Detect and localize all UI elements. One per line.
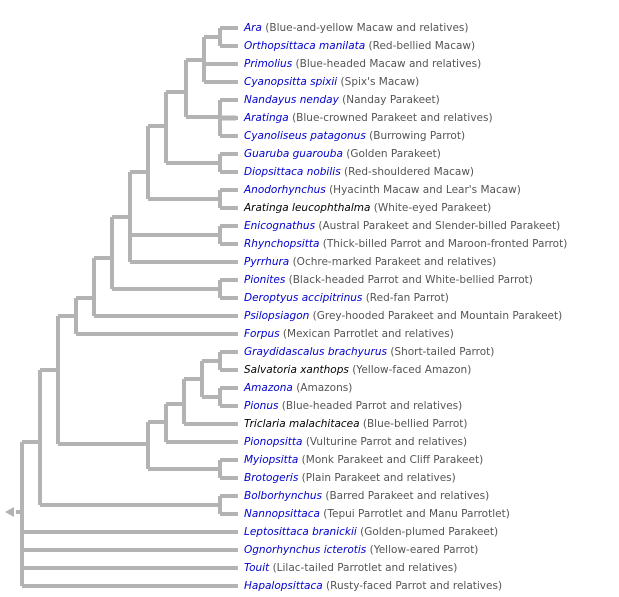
common-name: (Vulturine Parrot and relatives) (302, 436, 468, 448)
leaf-label: Amazona (Amazons) (244, 379, 352, 397)
common-name: (Austral Parakeet and Slender-billed Par… (315, 220, 561, 232)
taxon-name: Triclaria malachitacea (244, 418, 360, 430)
leaf-label: Cyanoliseus patagonus (Burrowing Parrot) (244, 127, 465, 145)
common-name: (Grey-hooded Parakeet and Mountain Parak… (309, 310, 563, 322)
common-name: (Golden-plumed Parakeet) (356, 526, 499, 538)
root-arrow-icon[interactable] (5, 507, 14, 517)
taxon-link[interactable]: Ognorhynchus icterotis (244, 544, 367, 556)
common-name: (Ochre-marked Parakeet and relatives) (289, 256, 497, 268)
leaf-label: Triclaria malachitacea (Blue-bellied Par… (244, 415, 468, 433)
taxon-link[interactable]: Diopsittaca nobilis (244, 166, 341, 178)
leaf-label: Salvatoria xanthops (Yellow-faced Amazon… (244, 361, 471, 379)
taxon-link[interactable]: Aratinga (244, 112, 289, 124)
common-name: (Mexican Parrotlet and relatives) (279, 328, 454, 340)
leaf-label: Graydidascalus brachyurus (Short-tailed … (244, 343, 494, 361)
leaf-label: Bolborhynchus (Barred Parakeet and relat… (244, 487, 489, 505)
leaf-label: Pyrrhura (Ochre-marked Parakeet and rela… (244, 253, 496, 271)
leaf-label: Ara (Blue-and-yellow Macaw and relatives… (244, 19, 469, 37)
leaf-label: Brotogeris (Plain Parakeet and relatives… (244, 469, 456, 487)
common-name: (Monk Parakeet and Cliff Parakeet) (298, 454, 484, 466)
common-name: (Yellow-eared Parrot) (366, 544, 479, 556)
common-name: (Yellow-faced Amazon) (348, 364, 472, 376)
leaf-label: Hapalopsittaca (Rusty-faced Parrot and r… (244, 577, 502, 595)
taxon-link[interactable]: Brotogeris (244, 472, 299, 484)
taxon-link[interactable]: Primolius (244, 58, 293, 70)
leaf-label: Nandayus nenday (Nanday Parakeet) (244, 91, 440, 109)
taxon-link[interactable]: Anodorhynchus (244, 184, 326, 196)
common-name: (Red-shouldered Macaw) (340, 166, 475, 178)
common-name: (Golden Parakeet) (342, 148, 441, 160)
taxon-name: Salvatoria xanthops (244, 364, 349, 376)
common-name: (Short-tailed Parrot) (387, 346, 495, 358)
common-name: (Blue-bellied Parrot) (359, 418, 468, 430)
taxon-link[interactable]: Ara (244, 22, 262, 34)
taxon-link[interactable]: Leptosittaca branickii (244, 526, 357, 538)
common-name: (Amazons) (292, 382, 353, 394)
leaf-label: Deroptyus accipitrinus (Red-fan Parrot) (244, 289, 449, 307)
common-name: (Lilac-tailed Parrotlet and relatives) (269, 562, 458, 574)
leaf-label: Pionites (Black-headed Parrot and White-… (244, 271, 533, 289)
common-name: (Red-bellied Macaw) (365, 40, 476, 52)
common-name: (Hyacinth Macaw and Lear's Macaw) (325, 184, 521, 196)
common-name: (White-eyed Parakeet) (370, 202, 492, 214)
common-name: (Thick-billed Parrot and Maroon-fronted … (319, 238, 568, 250)
leaf-label: Forpus (Mexican Parrotlet and relatives) (244, 325, 454, 343)
leaf-label: Orthopsittaca manilata (Red-bellied Maca… (244, 37, 475, 55)
taxon-link[interactable]: Cyanoliseus patagonus (244, 130, 366, 142)
taxon-link[interactable]: Amazona (244, 382, 293, 394)
taxon-link[interactable]: Hapalopsittaca (244, 580, 323, 592)
common-name: (Black-headed Parrot and White-bellied P… (285, 274, 533, 286)
leaf-label: Pionopsitta (Vulturine Parrot and relati… (244, 433, 467, 451)
leaf-label: Diopsittaca nobilis (Red-shouldered Maca… (244, 163, 474, 181)
taxon-link[interactable]: Nannopsittaca (244, 508, 320, 520)
taxon-link[interactable]: Guaruba guarouba (244, 148, 343, 160)
taxon-link[interactable]: Rhynchopsitta (244, 238, 320, 250)
common-name: (Blue-and-yellow Macaw and relatives) (261, 22, 469, 34)
common-name: (Barred Parakeet and relatives) (322, 490, 490, 502)
common-name: (Nanday Parakeet) (338, 94, 440, 106)
leaf-label: Leptosittaca branickii (Golden-plumed Pa… (244, 523, 498, 541)
leaf-label: Nannopsittaca (Tepui Parrotlet and Manu … (244, 505, 510, 523)
common-name: (Red-fan Parrot) (362, 292, 449, 304)
leaf-label: Guaruba guarouba (Golden Parakeet) (244, 145, 441, 163)
taxon-link[interactable]: Forpus (244, 328, 280, 340)
taxon-link[interactable]: Pionites (244, 274, 286, 286)
taxon-link[interactable]: Nandayus nenday (244, 94, 339, 106)
leaf-label: Touit (Lilac-tailed Parrotlet and relati… (244, 559, 457, 577)
common-name: (Burrowing Parrot) (365, 130, 466, 142)
taxon-link[interactable]: Orthopsittaca manilata (244, 40, 366, 52)
taxon-link[interactable]: Pionus (244, 400, 279, 412)
common-name: (Tepui Parrotlet and Manu Parrotlet) (319, 508, 510, 520)
taxon-link[interactable]: Psilopsiagon (244, 310, 310, 322)
leaf-label: Psilopsiagon (Grey-hooded Parakeet and M… (244, 307, 562, 325)
common-name: (Blue-headed Macaw and relatives) (292, 58, 482, 70)
taxon-link[interactable]: Myiopsitta (244, 454, 299, 466)
common-name: (Rusty-faced Parrot and relatives) (322, 580, 503, 592)
leaf-label: Anodorhynchus (Hyacinth Macaw and Lear's… (244, 181, 521, 199)
leaf-label: Pionus (Blue-headed Parrot and relatives… (244, 397, 462, 415)
taxon-link[interactable]: Enicognathus (244, 220, 316, 232)
leaf-label: Cyanopsitta spixii (Spix's Macaw) (244, 73, 419, 91)
common-name: (Plain Parakeet and relatives) (298, 472, 456, 484)
common-name: (Spix's Macaw) (337, 76, 420, 88)
taxon-link[interactable]: Pionopsitta (244, 436, 303, 448)
leaf-label: Primolius (Blue-headed Macaw and relativ… (244, 55, 481, 73)
leaf-label: Myiopsitta (Monk Parakeet and Cliff Para… (244, 451, 483, 469)
common-name: (Blue-headed Parrot and relatives) (278, 400, 463, 412)
leaf-label: Ognorhynchus icterotis (Yellow-eared Par… (244, 541, 478, 559)
taxon-link[interactable]: Graydidascalus brachyurus (244, 346, 387, 358)
taxon-link[interactable]: Touit (244, 562, 270, 574)
leaf-label: Aratinga leucophthalma (White-eyed Parak… (244, 199, 491, 217)
leaf-label: Rhynchopsitta (Thick-billed Parrot and M… (244, 235, 567, 253)
taxon-link[interactable]: Bolborhynchus (244, 490, 323, 502)
taxon-link[interactable]: Cyanopsitta spixii (244, 76, 338, 88)
leaf-label: Aratinga (Blue-crowned Parakeet and rela… (244, 109, 493, 127)
taxon-link[interactable]: Pyrrhura (244, 256, 290, 268)
taxon-name: Aratinga leucophthalma (244, 202, 371, 214)
leaf-label: Enicognathus (Austral Parakeet and Slend… (244, 217, 560, 235)
taxon-link[interactable]: Deroptyus accipitrinus (244, 292, 363, 304)
common-name: (Blue-crowned Parakeet and relatives) (288, 112, 493, 124)
